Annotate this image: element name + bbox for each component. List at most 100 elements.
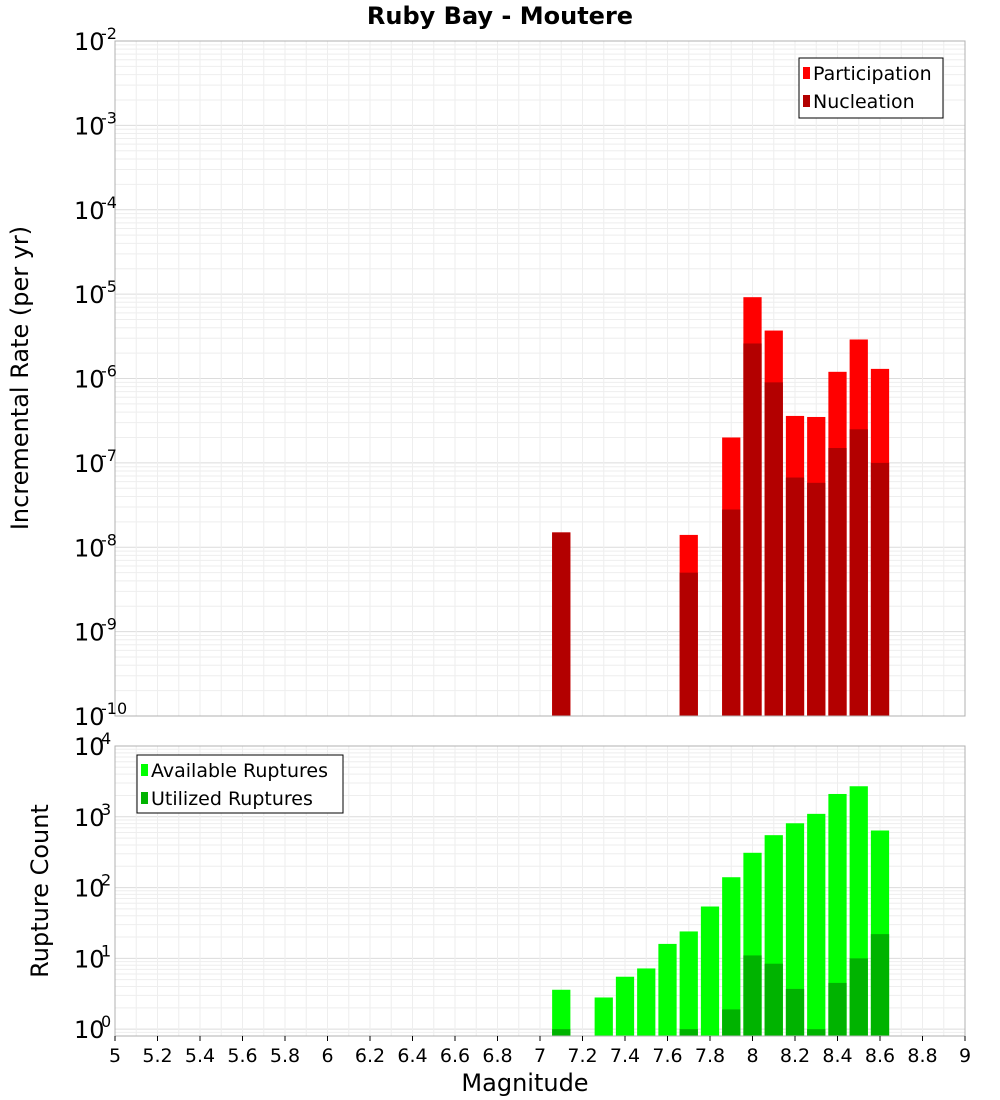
bar xyxy=(849,958,868,1036)
x-tick-label: 8 xyxy=(746,1045,758,1067)
legend-label: Available Ruptures xyxy=(151,760,328,782)
y-tick-label: 10 xyxy=(74,366,105,394)
bar xyxy=(828,448,847,716)
x-tick-label: 8.8 xyxy=(907,1045,937,1067)
legend-label: Utilized Ruptures xyxy=(151,788,313,810)
legend: Available Ruptures Utilized Ruptures xyxy=(136,754,344,814)
y-tick-exponent: -10 xyxy=(101,699,127,718)
bar xyxy=(552,1029,571,1036)
x-tick-label: 6.8 xyxy=(482,1045,512,1067)
x-tick-label: 7.4 xyxy=(610,1045,640,1067)
bar xyxy=(722,1009,741,1036)
x-tick-label: 8.4 xyxy=(822,1045,852,1067)
y-tick-label: 10 xyxy=(74,534,105,562)
chart-title: Ruby Bay - Moutere xyxy=(367,2,633,30)
bar xyxy=(722,877,741,1036)
x-tick-label: 6.6 xyxy=(440,1045,470,1067)
y-axis-label: Rupture Count xyxy=(26,804,54,978)
y-tick-label: 10 xyxy=(74,1016,105,1044)
bar xyxy=(552,989,571,1036)
legend-swatch xyxy=(141,764,148,776)
x-tick-label: 9 xyxy=(959,1045,971,1067)
bar xyxy=(679,1029,698,1036)
y-tick-exponent: -4 xyxy=(101,193,117,212)
legend-box xyxy=(798,57,944,119)
y-tick-exponent: 2 xyxy=(101,871,111,890)
bar xyxy=(828,793,847,1036)
bar xyxy=(807,1029,826,1036)
bar xyxy=(785,477,805,716)
y-tick-label: 10 xyxy=(74,804,105,832)
x-tick-label: 7.6 xyxy=(652,1045,682,1067)
bar xyxy=(807,813,826,1036)
y-tick-exponent: -9 xyxy=(101,615,117,634)
y-tick-exponent: 3 xyxy=(101,800,111,819)
x-tick-label: 5.2 xyxy=(142,1045,172,1067)
x-tick-label: 7.2 xyxy=(567,1045,597,1067)
legend-label: Participation xyxy=(813,63,932,85)
x-tick-label: 6.2 xyxy=(355,1045,385,1067)
bar xyxy=(700,906,720,1036)
bar xyxy=(828,982,847,1036)
y-tick-exponent: -2 xyxy=(101,24,117,43)
bar xyxy=(849,429,868,716)
bar xyxy=(679,931,698,1036)
legend-label: Nucleation xyxy=(813,91,915,113)
x-tick-label: 5.6 xyxy=(227,1045,257,1067)
bar xyxy=(594,997,613,1036)
x-tick-label: 8.6 xyxy=(865,1045,895,1067)
y-tick-label: 10 xyxy=(74,28,105,56)
bar xyxy=(785,823,805,1036)
y-tick-label: 10 xyxy=(74,450,105,478)
y-tick-label: 10 xyxy=(74,619,105,647)
bar xyxy=(722,509,741,716)
y-tick-label: 10 xyxy=(74,112,105,140)
legend-swatch xyxy=(803,95,810,107)
series-front xyxy=(552,343,890,716)
bar xyxy=(743,343,762,716)
bar xyxy=(637,968,656,1036)
y-tick-label: 10 xyxy=(74,945,105,973)
y-tick-exponent: -6 xyxy=(101,362,117,381)
x-tick-label: 7.8 xyxy=(695,1045,725,1067)
y-tick-label: 10 xyxy=(74,197,105,225)
bar xyxy=(870,934,890,1036)
y-axis-label: Incremental Rate (per yr) xyxy=(6,226,34,530)
x-tick-label: 5 xyxy=(109,1045,121,1067)
x-tick-label: 6.4 xyxy=(397,1045,427,1067)
y-tick-label: 10 xyxy=(74,733,105,761)
x-tick-label: 5.4 xyxy=(185,1045,215,1067)
bar xyxy=(764,382,783,716)
y-tick-label: 10 xyxy=(74,875,105,903)
legend-swatch xyxy=(141,792,148,804)
x-tick-label: 6 xyxy=(321,1045,333,1067)
x-tick-label: 8.2 xyxy=(780,1045,810,1067)
legend-swatch xyxy=(803,67,810,79)
series-front xyxy=(552,934,890,1036)
y-tick-exponent: -8 xyxy=(101,530,117,549)
bar xyxy=(807,482,826,716)
y-tick-exponent: -5 xyxy=(101,277,117,296)
y-tick-exponent: 4 xyxy=(101,729,111,748)
y-tick-exponent: 0 xyxy=(101,1012,111,1031)
bar xyxy=(743,955,762,1036)
bar xyxy=(615,976,635,1036)
y-tick-exponent: -7 xyxy=(101,446,117,465)
y-tick-exponent: -3 xyxy=(101,108,117,127)
x-axis-label: Magnitude xyxy=(461,1069,588,1097)
bar xyxy=(764,963,783,1036)
top-panel: 10-1010-910-810-710-610-510-410-310-2Inc… xyxy=(6,24,966,731)
x-tick-labels: 5 5.2 5.4 5.6 5.8 6 6.2 6.4 6.6 6.8 7 7.2 7.4 7.6 7.8 8… xyxy=(109,1036,971,1067)
x-tick-label: 7 xyxy=(534,1045,546,1067)
legend-box xyxy=(136,754,344,814)
legend: Participation Nucleation xyxy=(798,57,944,119)
bar xyxy=(679,572,698,716)
bar xyxy=(658,943,677,1036)
y-tick-exponent: 1 xyxy=(101,941,111,960)
y-tick-label: 10 xyxy=(74,703,105,731)
bar xyxy=(870,462,890,716)
